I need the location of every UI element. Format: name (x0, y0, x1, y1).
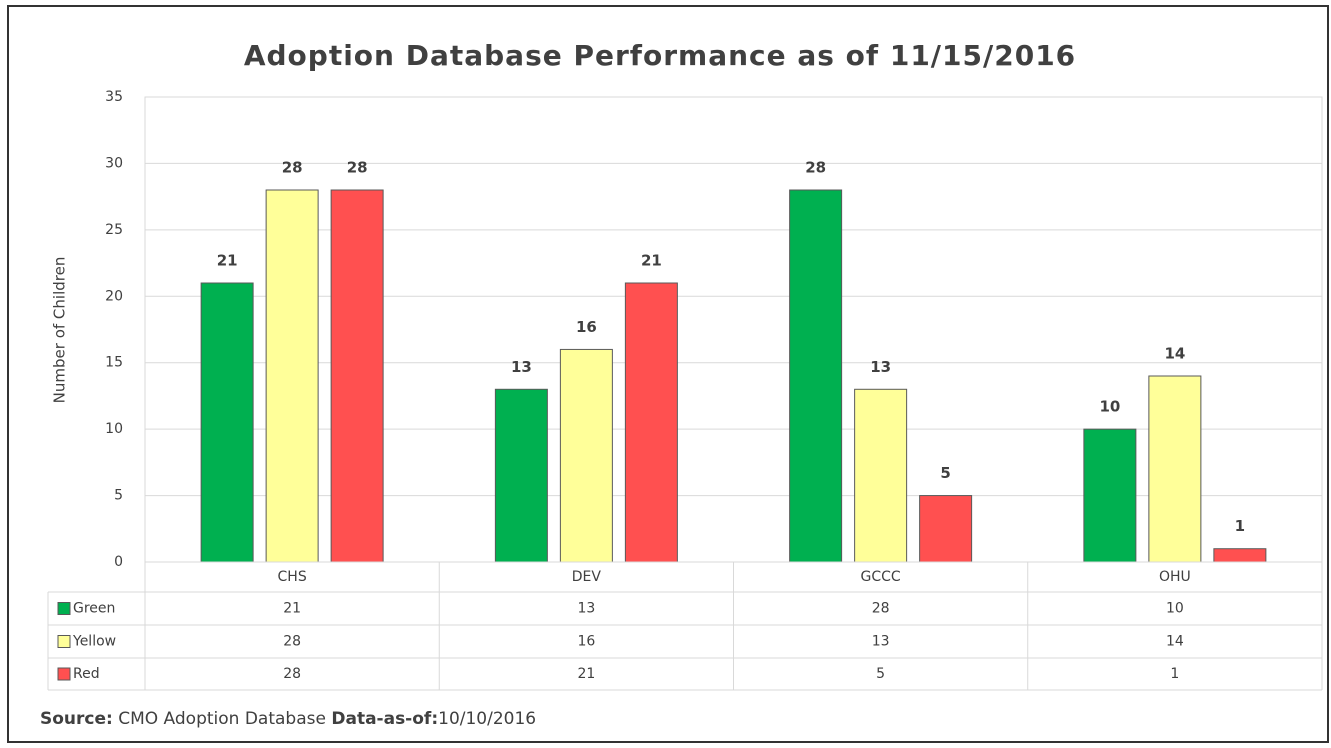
table-cell: 5 (876, 666, 885, 682)
bar (559, 348, 613, 563)
table-cell: 13 (577, 601, 595, 617)
y-tick-label: 10 (105, 421, 123, 437)
table-cell: 21 (283, 601, 301, 617)
bar (624, 282, 678, 563)
legend-label: Yellow (72, 634, 116, 650)
legend-key (57, 635, 71, 648)
chart-title: Adoption Database Performance as of 11/1… (244, 39, 1076, 72)
y-tick-label: 15 (105, 355, 123, 371)
table-cell: 21 (577, 666, 595, 682)
legend-key (57, 667, 71, 681)
table-cell: 16 (577, 634, 595, 650)
data-label: 14 (1164, 345, 1185, 363)
bar (854, 388, 908, 563)
data-label: 21 (641, 252, 662, 270)
table-cell: 10 (1166, 601, 1184, 617)
bar (1148, 375, 1202, 563)
data-label: 10 (1099, 398, 1120, 416)
data-as-of: 10/10/2016 (438, 709, 536, 729)
bar (919, 495, 973, 563)
legend-key (57, 602, 71, 615)
x-tick-label: DEV (572, 569, 602, 585)
bar (1083, 428, 1137, 563)
table-cell: 14 (1166, 634, 1184, 650)
y-tick-label: 25 (105, 222, 123, 238)
y-tick-label: 0 (114, 554, 123, 570)
bar (330, 189, 384, 563)
bar (494, 388, 548, 563)
x-tick-label: GCCC (861, 569, 901, 585)
source-label: Source: (40, 709, 113, 729)
data-label: 28 (282, 159, 303, 177)
x-tick-label: CHS (278, 569, 307, 585)
table-cell: 28 (872, 601, 890, 617)
data-label: 28 (805, 159, 826, 177)
y-tick-label: 35 (105, 89, 123, 105)
data-label: 16 (576, 318, 597, 336)
footer: Source: CMO Adoption Database Data-as-of… (40, 709, 536, 729)
x-tick-label: OHU (1159, 569, 1191, 585)
table-cell: 28 (283, 666, 301, 682)
y-axis-label: Number of Children (51, 257, 69, 404)
data-label: 21 (217, 252, 238, 270)
bar (200, 282, 254, 563)
bar (265, 189, 319, 563)
data-as-of-label: Data-as-of: (331, 709, 438, 729)
data-label: 28 (347, 159, 368, 177)
source: CMO Adoption Database (118, 709, 326, 729)
y-tick-label: 5 (114, 488, 123, 504)
data-label: 5 (940, 464, 950, 482)
legend-label: Red (73, 666, 100, 682)
y-tick-label: 20 (105, 288, 123, 304)
legend-label: Green (73, 601, 115, 617)
data-label: 13 (511, 358, 532, 376)
data-label: 1 (1235, 517, 1245, 535)
bar (789, 189, 843, 563)
data-label: 13 (870, 358, 891, 376)
table-cell: 13 (872, 634, 890, 650)
table-cell: 28 (283, 634, 301, 650)
bar (1213, 548, 1267, 563)
y-tick-label: 30 (105, 155, 123, 171)
table-cell: 1 (1170, 666, 1179, 682)
